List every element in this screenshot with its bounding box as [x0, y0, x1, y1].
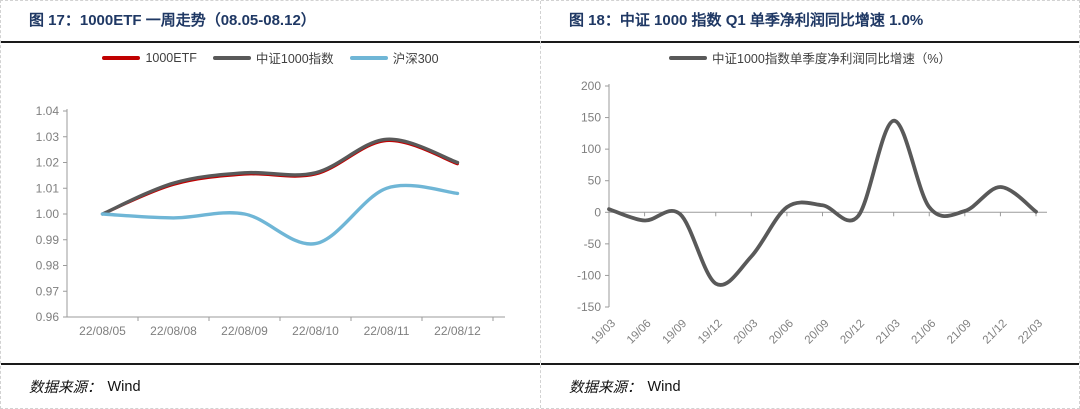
y-tick-labels: 200 150 100 50 0 -50 -100 -150	[577, 79, 601, 314]
figure-18-data-source: 数据来源： Wind	[541, 363, 1079, 408]
svg-text:22/08/12: 22/08/12	[434, 324, 481, 338]
svg-text:0.97: 0.97	[35, 284, 59, 298]
figure-17-legend: 1000ETF 中证1000指数 沪深300	[1, 43, 540, 73]
svg-text:0.98: 0.98	[35, 258, 59, 272]
data-source-label: 数据来源：	[569, 380, 642, 397]
figure-17-data-source: 数据来源： Wind	[1, 363, 540, 408]
svg-text:20/12: 20/12	[838, 318, 867, 347]
svg-text:22/08/09: 22/08/09	[221, 324, 268, 338]
data-source-value: Wind	[107, 378, 141, 395]
data-source-value: Wind	[647, 378, 681, 395]
svg-text:1.00: 1.00	[35, 207, 59, 221]
svg-text:200: 200	[581, 79, 601, 93]
svg-text:0: 0	[594, 205, 601, 219]
svg-text:1.04: 1.04	[35, 104, 59, 118]
x-tick-labels: 19/03 19/06 19/09 19/12 20/03 20/06 20/09 20/12…	[589, 318, 1045, 347]
svg-text:21/03: 21/03	[874, 318, 903, 347]
axes	[62, 108, 505, 321]
legend-line-swatch	[669, 55, 708, 60]
legend-item: 中证1000指数单季度净利润同比增速（%）	[669, 48, 951, 67]
figure-18-title: 图 18：中证 1000 指数 Q1 单季净利润同比增速 1.0%	[541, 1, 1079, 43]
figure-18-chart-area: 中证1000指数单季度净利润同比增速（%） 200 150 100 50 0 -50 -10…	[541, 43, 1079, 363]
legend-item: 沪深300	[349, 48, 439, 67]
svg-text:-100: -100	[577, 268, 601, 282]
svg-text:19/06: 19/06	[625, 318, 654, 347]
axes	[605, 83, 1047, 308]
svg-text:50: 50	[588, 174, 602, 188]
svg-text:0.99: 0.99	[35, 233, 59, 247]
figure-18-legend: 中证1000指数单季度净利润同比增速（%）	[541, 43, 1079, 73]
legend-item: 1000ETF	[102, 50, 197, 65]
svg-text:20/03: 20/03	[732, 318, 761, 347]
figure-17-line-chart: 1.04 1.03 1.02 1.01 1.00 0.99 0.98 0.97 0.96 22/0…	[35, 104, 505, 338]
figure-18-line-chart: 200 150 100 50 0 -50 -100 -150 19/03 19/06 19/09 19…	[577, 79, 1047, 347]
svg-text:19/12: 19/12	[696, 318, 725, 347]
data-source-label: 数据来源：	[29, 380, 102, 397]
svg-text:19/03: 19/03	[589, 318, 618, 347]
svg-text:-50: -50	[584, 237, 602, 251]
legend-item: 中证1000指数	[212, 48, 334, 67]
svg-text:1.02: 1.02	[35, 155, 59, 169]
svg-text:150: 150	[581, 110, 601, 124]
svg-text:19/09: 19/09	[660, 318, 689, 347]
svg-text:22/08/11: 22/08/11	[363, 324, 409, 338]
series-line-沪深300	[100, 183, 459, 246]
x-tick-labels: 22/08/05 22/08/08 22/08/09 22/08/10 22/08/11…	[79, 324, 481, 338]
figure-17-panel: 图 17：1000ETF 一周走势（08.05-08.12） 1000ETF 中证…	[1, 1, 540, 408]
legend-line-swatch	[102, 55, 141, 60]
svg-text:22/03: 22/03	[1016, 318, 1045, 347]
series-line-1000ETF	[100, 139, 459, 216]
svg-text:0.96: 0.96	[35, 310, 59, 324]
figure-17-chart-area: 1000ETF 中证1000指数 沪深300 1.04 1.03 1.02 1.01 1.0…	[1, 43, 540, 363]
figure-18-panel: 图 18：中证 1000 指数 Q1 单季净利润同比增速 1.0% 中证1000…	[540, 1, 1079, 408]
svg-text:22/08/05: 22/08/05	[79, 324, 126, 338]
svg-text:22/08/10: 22/08/10	[292, 324, 339, 338]
svg-text:1.01: 1.01	[35, 181, 59, 195]
series-line-中证1000指数	[100, 137, 459, 216]
svg-text:20/06: 20/06	[767, 318, 796, 347]
legend-line-swatch	[212, 55, 251, 60]
legend-label: 中证1000指数单季度净利润同比增速（%）	[712, 52, 951, 67]
legend-label: 沪深300	[392, 52, 439, 67]
svg-text:21/06: 21/06	[910, 318, 939, 347]
legend-line-swatch	[349, 55, 388, 60]
series-line-中证1000指数单季度净利润同比增速（%）	[607, 118, 1038, 287]
svg-text:100: 100	[581, 142, 601, 156]
svg-text:20/09: 20/09	[803, 318, 832, 347]
svg-text:21/12: 21/12	[981, 318, 1010, 347]
figure-17-title: 图 17：1000ETF 一周走势（08.05-08.12）	[1, 1, 540, 43]
legend-label: 1000ETF	[145, 50, 197, 65]
svg-text:21/09: 21/09	[945, 318, 974, 347]
legend-label: 中证1000指数	[255, 52, 334, 67]
svg-text:-150: -150	[577, 300, 601, 314]
y-tick-labels: 1.04 1.03 1.02 1.01 1.00 0.99 0.98 0.97 0.96	[35, 104, 59, 324]
svg-text:22/08/08: 22/08/08	[150, 324, 197, 338]
svg-text:1.03: 1.03	[35, 130, 59, 144]
